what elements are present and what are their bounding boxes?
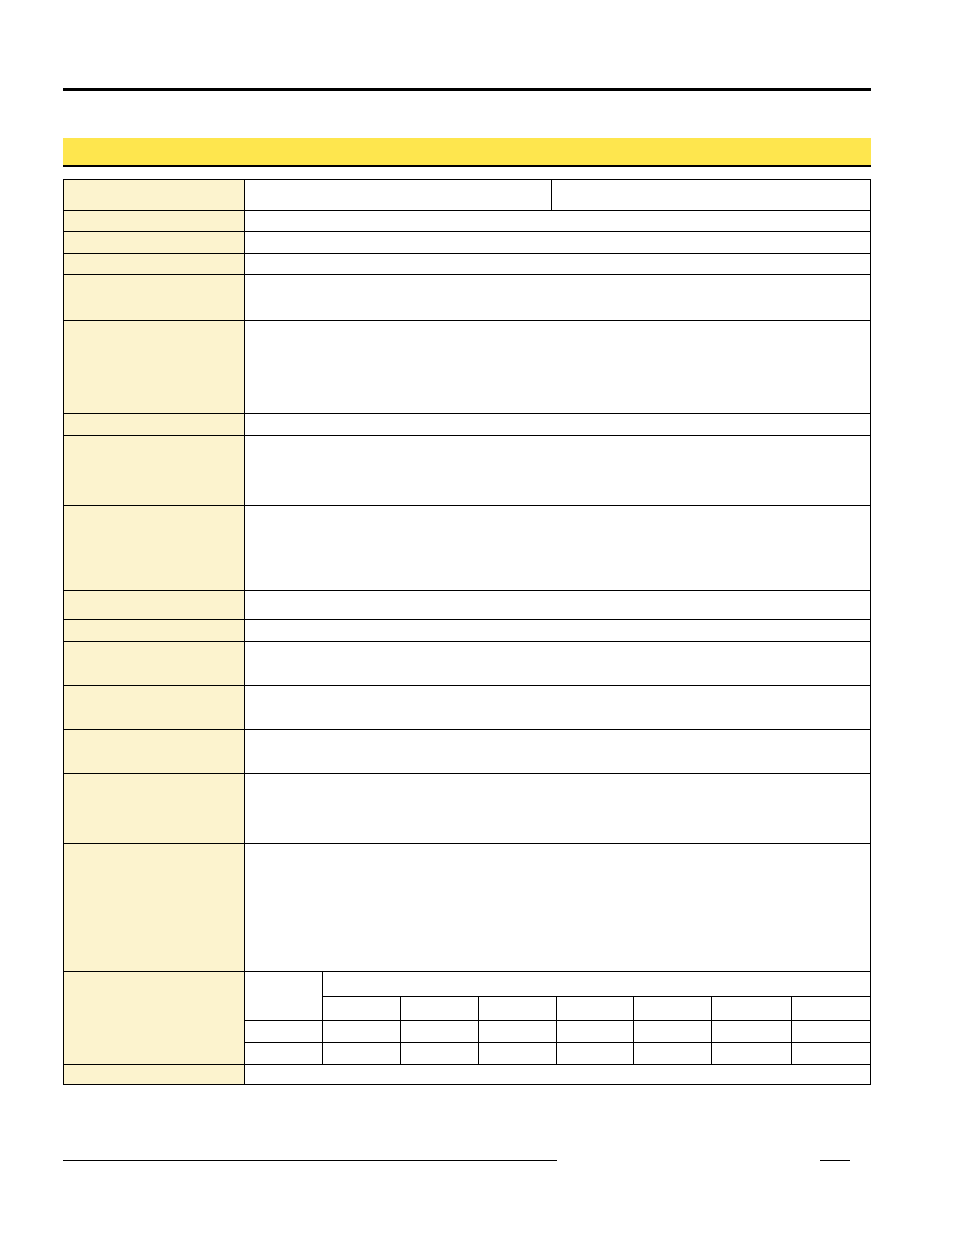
row-value	[245, 211, 871, 232]
row-value-right	[551, 180, 870, 210]
row-value	[245, 414, 871, 436]
table-row	[64, 254, 871, 275]
row-label	[64, 730, 245, 774]
info-table	[63, 179, 871, 1085]
row-value	[245, 620, 871, 642]
row-value-grid	[245, 972, 871, 1065]
table-row	[64, 275, 871, 321]
table-row	[64, 506, 871, 591]
grid-cell	[791, 1020, 870, 1042]
grid-header	[401, 996, 479, 1020]
row-value	[245, 506, 871, 591]
row-value	[245, 686, 871, 730]
top-rule	[63, 88, 871, 91]
grid-cell	[791, 1042, 870, 1064]
row-label	[64, 321, 245, 414]
table-row	[64, 844, 871, 972]
grid-cell	[401, 1020, 479, 1042]
row-label	[64, 414, 245, 436]
grid-header	[634, 996, 712, 1020]
row-value	[245, 321, 871, 414]
table-row	[64, 1065, 871, 1085]
grid-cell	[556, 1020, 634, 1042]
table-row	[64, 620, 871, 642]
grid-stub	[245, 972, 323, 1020]
row-value	[245, 1065, 871, 1085]
grid-header	[712, 996, 792, 1020]
row-value	[245, 730, 871, 774]
table-row	[64, 321, 871, 414]
footer-rule-left	[63, 1160, 557, 1161]
grid-cell	[245, 1042, 323, 1064]
row-label	[64, 972, 245, 1065]
row-label	[64, 774, 245, 844]
table-row	[64, 436, 871, 506]
row-label	[64, 232, 245, 254]
row-label	[64, 211, 245, 232]
grid-header	[478, 996, 556, 1020]
row-value	[245, 275, 871, 321]
grid-header	[791, 996, 870, 1020]
grid-cell	[478, 1042, 556, 1064]
grid-cell	[634, 1042, 712, 1064]
grid-cell	[712, 1042, 792, 1064]
table-row	[64, 591, 871, 620]
table-row	[64, 180, 871, 211]
grid-cell	[712, 1020, 792, 1042]
grid-cell	[401, 1042, 479, 1064]
grid-header	[556, 996, 634, 1020]
row-value	[245, 436, 871, 506]
table-row	[64, 972, 871, 1065]
row-label	[64, 642, 245, 686]
footer-rule-right	[820, 1160, 850, 1161]
table-row	[64, 774, 871, 844]
grid-cell	[478, 1020, 556, 1042]
table-row	[64, 686, 871, 730]
grid-header	[323, 996, 401, 1020]
row-value	[245, 254, 871, 275]
table-row	[64, 414, 871, 436]
row-label	[64, 844, 245, 972]
section-banner	[63, 138, 871, 167]
row-label	[64, 591, 245, 620]
row-label	[64, 275, 245, 321]
row-value	[245, 774, 871, 844]
row-value-left	[245, 180, 551, 210]
row-label	[64, 506, 245, 591]
row-label	[64, 686, 245, 730]
row-label	[64, 620, 245, 642]
grid-cell	[323, 1020, 401, 1042]
grid-cell	[245, 1020, 323, 1042]
table-row	[64, 211, 871, 232]
grid-cell	[634, 1020, 712, 1042]
row-value	[245, 642, 871, 686]
table-row	[64, 730, 871, 774]
table-row	[64, 232, 871, 254]
row-value	[245, 844, 871, 972]
row-label	[64, 1065, 245, 1085]
grid-top-span	[323, 972, 870, 996]
row-label	[64, 180, 245, 211]
row-label	[64, 254, 245, 275]
row-value-split	[245, 180, 871, 211]
row-label	[64, 436, 245, 506]
table-row	[64, 642, 871, 686]
grid-cell	[323, 1042, 401, 1064]
nested-grid	[245, 972, 870, 1064]
row-value	[245, 232, 871, 254]
row-value	[245, 591, 871, 620]
grid-cell	[556, 1042, 634, 1064]
